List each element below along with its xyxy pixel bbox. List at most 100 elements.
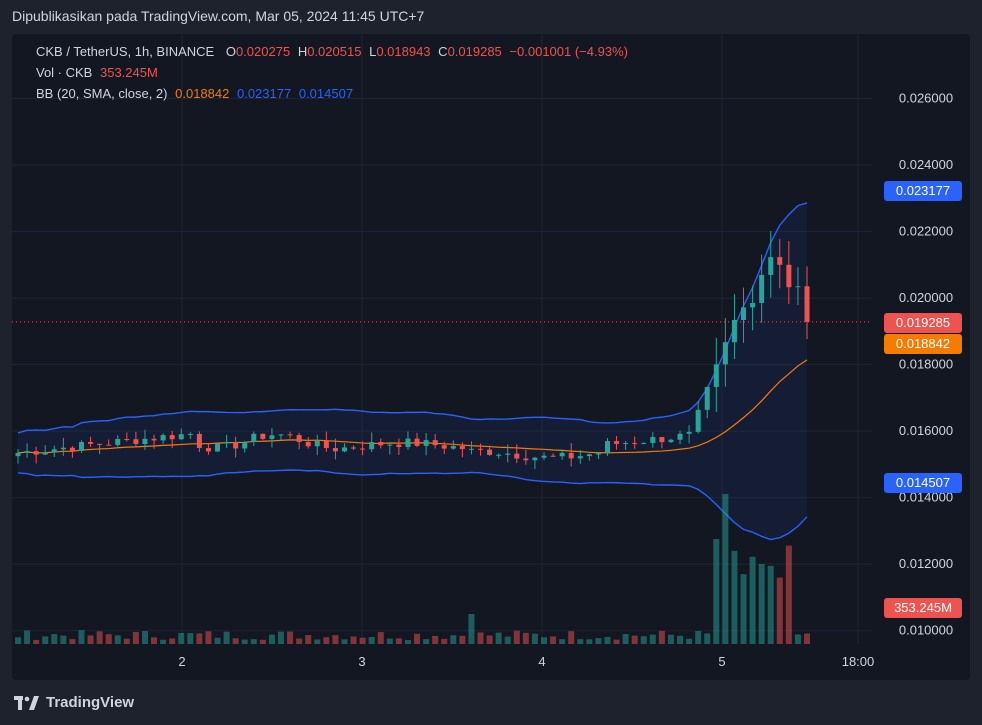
candle-body: [532, 457, 538, 461]
candle-body: [115, 438, 121, 445]
volume-bar: [477, 632, 484, 644]
volume-bar: [278, 631, 284, 644]
candle-body: [559, 452, 565, 457]
candle-body: [722, 342, 728, 365]
candle-body: [305, 441, 311, 447]
volume-bar: [704, 633, 711, 644]
volume-bar: [804, 633, 810, 644]
legend-bb-label: BB (20, SMA, close, 2): [36, 86, 168, 101]
candle-body: [151, 438, 157, 441]
volume-bar: [459, 635, 466, 644]
volume-bar: [559, 639, 566, 644]
legend-l-label: L: [369, 44, 377, 59]
volume-bar: [196, 633, 203, 644]
candle-body: [332, 448, 338, 452]
volume-bar: [785, 545, 792, 644]
tag-volume: 353.245M: [884, 598, 962, 618]
volume-bar: [51, 634, 58, 644]
legend-open: 0.020275: [235, 44, 291, 59]
legend-bb-lower: 0.014507: [298, 86, 354, 101]
candle-body: [24, 451, 30, 453]
price-chart[interactable]: 0.026000 0.024000 0.022000 0.020000 0.018000…: [12, 34, 970, 680]
candle-body: [323, 441, 329, 449]
y-tick-label: 0.012000: [899, 556, 953, 571]
chart-panel[interactable]: 0.026000 0.024000 0.022000 0.020000 0.018000…: [12, 34, 970, 680]
volume-bar: [640, 636, 647, 644]
volume-bar: [568, 631, 575, 644]
volume-bar: [205, 631, 212, 644]
legend-o-label: O: [225, 44, 236, 59]
candle-body: [568, 452, 574, 459]
volume-bar: [522, 632, 529, 644]
legend-bb-upper: 0.023177: [236, 86, 292, 101]
volume-bar: [386, 638, 393, 644]
volume-bar: [794, 634, 801, 644]
legend-volume-label: Vol · CKB: [36, 65, 93, 80]
candle-body: [713, 364, 719, 387]
candle-body: [487, 449, 493, 455]
y-tick-label: 0.020000: [899, 290, 953, 305]
candle-body: [296, 435, 302, 442]
volume-bar: [24, 630, 31, 644]
volume-bar: [758, 564, 765, 644]
candle-body: [42, 452, 48, 455]
volume-bar: [423, 639, 430, 644]
volume-bar: [613, 639, 620, 644]
volume-bar: [631, 635, 638, 644]
legend-symbol: CKB / TetherUS, 1h, BINANCE: [36, 44, 215, 59]
candle-body: [314, 441, 320, 447]
candle-body: [450, 446, 456, 449]
candle-body: [768, 257, 774, 275]
volume-bar: [577, 639, 584, 644]
candle-body: [478, 448, 484, 450]
volume-bar: [314, 639, 321, 644]
candle-body: [33, 451, 39, 455]
volume-bar: [223, 631, 230, 644]
volume-bar: [395, 638, 402, 644]
volume-bar: [78, 630, 85, 644]
volume-bar: [160, 639, 167, 644]
volume-bar: [96, 631, 103, 644]
candle-body: [623, 443, 629, 445]
volume-bar: [368, 637, 375, 644]
volume-bar: [305, 635, 312, 644]
volume-bar: [60, 635, 67, 644]
candle-body: [668, 439, 674, 443]
tag-bb-lower: 0.014507: [884, 473, 962, 493]
volume-bar: [332, 635, 339, 644]
brand[interactable]: TradingView: [14, 694, 134, 711]
volume-bar: [404, 639, 411, 644]
volume-bar: [441, 638, 448, 644]
candle-body: [360, 448, 366, 450]
volume-bar: [132, 632, 139, 644]
legend-volume: Vol · CKB 353.245M: [36, 65, 162, 80]
candle-body: [378, 441, 384, 446]
legend-ohlc: CKB / TetherUS, 1h, BINANCE O0.020275 H0…: [36, 44, 632, 59]
candle-body: [595, 453, 601, 455]
volume-bar: [296, 638, 303, 644]
candle-body: [432, 440, 438, 446]
x-tick-label: 5: [718, 654, 725, 669]
candle-body: [659, 437, 665, 443]
candle-body: [396, 444, 402, 448]
volume-bar: [15, 637, 21, 644]
candle-body: [69, 447, 75, 451]
candle-body: [677, 433, 683, 440]
x-tick-label: 2: [178, 654, 185, 669]
volume-bar: [776, 577, 783, 644]
candle-body: [795, 286, 801, 288]
volume-bar: [414, 633, 421, 644]
candle-body: [459, 446, 465, 450]
volume-bar: [713, 539, 720, 644]
candle-body: [124, 438, 130, 440]
candle-body: [60, 447, 66, 450]
volume-bar: [722, 494, 729, 644]
candle-body: [704, 386, 710, 410]
volume-bar: [241, 639, 248, 644]
bb-fill: [18, 202, 807, 540]
candle-body: [260, 433, 266, 439]
volume-bar: [69, 639, 76, 644]
volume-bar: [767, 565, 774, 644]
volume-bar: [141, 631, 148, 644]
bb-basis-line: [17, 359, 808, 454]
